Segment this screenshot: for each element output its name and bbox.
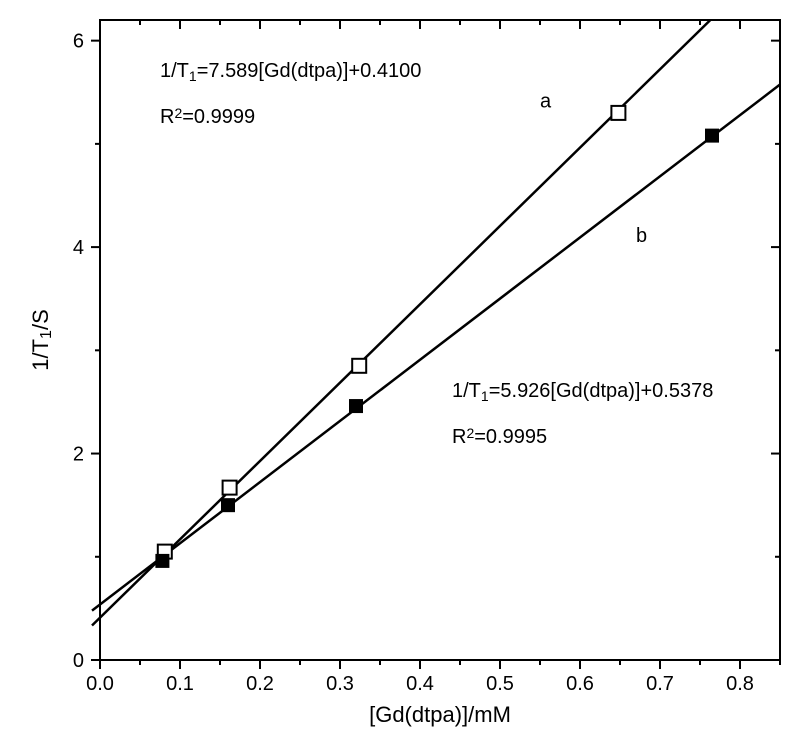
fit-line-b (92, 85, 780, 611)
y-tick-label: 6 (73, 31, 84, 53)
series-label-b: b (636, 225, 647, 247)
x-tick-label: 0.4 (406, 673, 434, 695)
x-tick-label: 0.7 (646, 673, 674, 695)
relaxivity-chart: 0.0 0.1 0.2 0.3 0.4 0.5 0.6 0.7 0.8 0 2 4 6 [Gd(dtpa)… (0, 0, 800, 747)
x-tick-label: 0.8 (726, 673, 754, 695)
x-tick-label: 0.2 (246, 673, 274, 695)
y-tick-label: 2 (73, 444, 84, 466)
x-tick-label: 0.0 (86, 673, 114, 695)
r2-b: R2=0.9995 (452, 425, 547, 448)
marker-a (352, 359, 366, 373)
x-tick-label: 0.1 (166, 673, 194, 695)
chart-svg: 0.0 0.1 0.2 0.3 0.4 0.5 0.6 0.7 0.8 0 2 4 6 [Gd(dtpa)… (0, 0, 800, 747)
marker-b (706, 129, 719, 142)
marker-b (156, 554, 169, 567)
x-tick-label: 0.5 (486, 673, 514, 695)
y-tick-label: 0 (73, 650, 84, 672)
x-axis-label: [Gd(dtpa)]/mM (369, 702, 511, 727)
marker-a (611, 106, 625, 120)
marker-b (350, 400, 363, 413)
marker-b (222, 499, 235, 512)
marker-a (223, 481, 237, 495)
r2-a: R2=0.9999 (160, 105, 255, 128)
y-tick-label: 4 (73, 237, 84, 259)
x-tick-label: 0.6 (566, 673, 594, 695)
y-axis-label: 1/T1/S (28, 309, 55, 371)
series-label-a: a (540, 91, 552, 113)
eq-b: 1/T1=5.926[Gd(dtpa)]+0.5378 (452, 380, 713, 404)
x-tick-label: 0.3 (326, 673, 354, 695)
eq-a: 1/T1=7.589[Gd(dtpa)]+0.4100 (160, 60, 421, 84)
